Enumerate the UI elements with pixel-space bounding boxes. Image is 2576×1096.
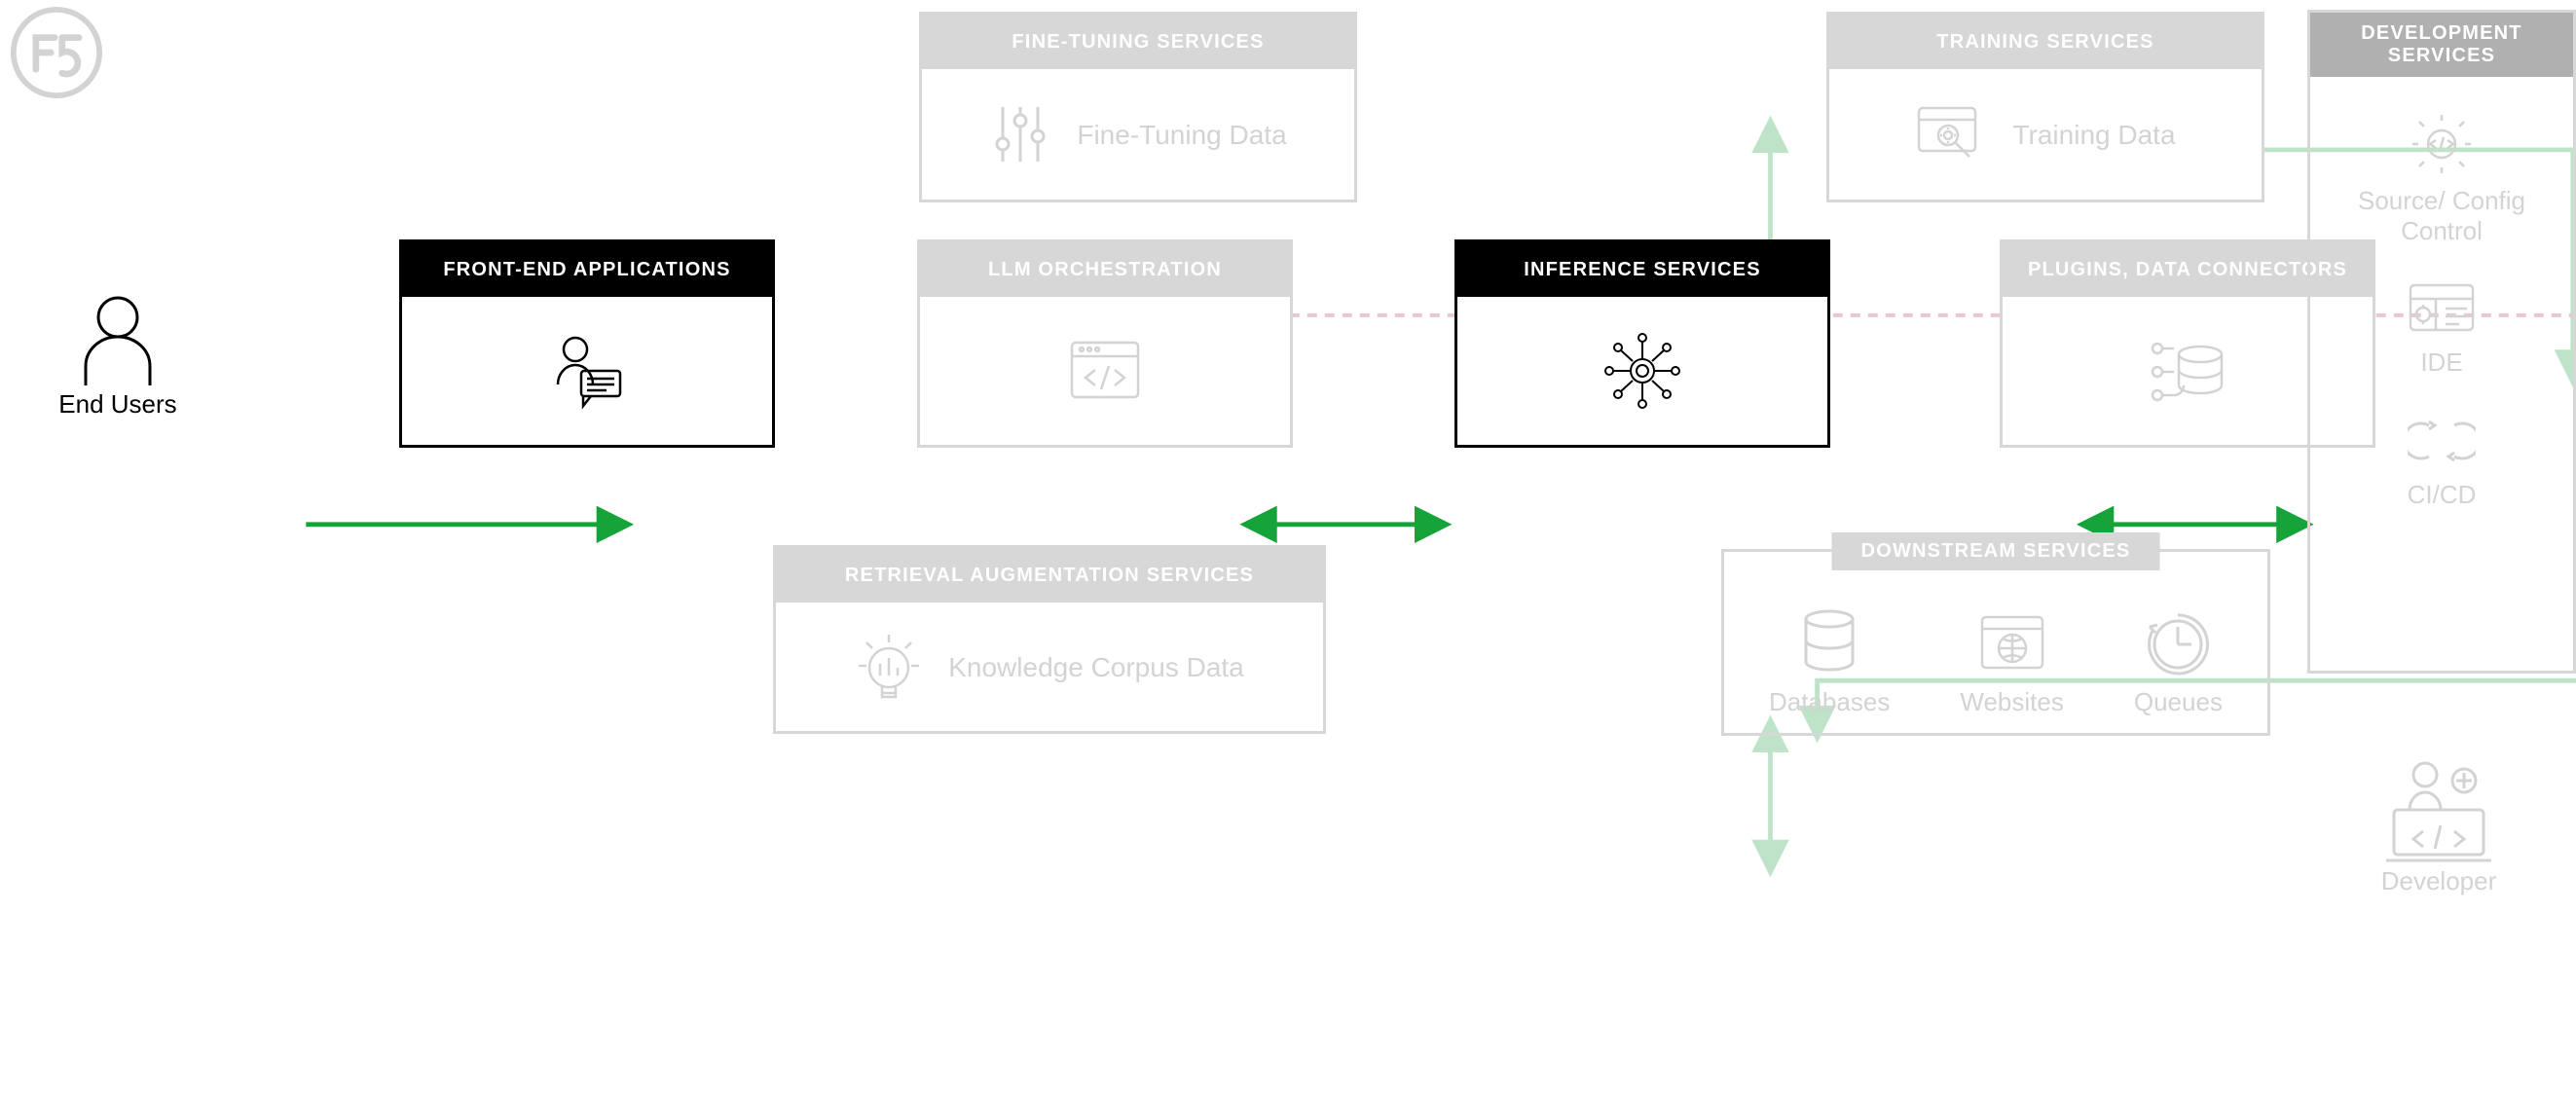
dev-item-1: IDE [2407, 279, 2477, 378]
ide-icon [2407, 279, 2477, 338]
node-training-body: Training Data [1829, 69, 2262, 200]
node-retrieval: RETRIEVAL AUGMENTATION SERVICES Knowledg… [773, 545, 1326, 734]
downstream-item-1: Websites [1960, 611, 2063, 717]
node-finetune: FINE-TUNING SERVICES Fine-Tuning Data [919, 12, 1357, 202]
node-retrieval-body: Knowledge Corpus Data [776, 603, 1323, 731]
knowledge-icon [855, 631, 923, 703]
node-inference-title: INFERENCE SERVICES [1457, 242, 1827, 297]
development-services-title: DEVELOPMENT SERVICES [2310, 13, 2573, 77]
cicd-icon [2408, 412, 2476, 470]
dev-item-2-label: CI/CD [2408, 480, 2477, 510]
node-training-title: TRAINING SERVICES [1829, 15, 2262, 69]
code-window-icon [1068, 337, 1142, 405]
gear-code-icon [2410, 112, 2474, 176]
user-icon [45, 292, 191, 389]
end-users: End Users [45, 292, 191, 420]
downstream-item-0-label: Databases [1769, 687, 1890, 717]
node-frontend-body [402, 297, 772, 445]
downstream-services-box: DOWNSTREAM SERVICES Databases Websites Q… [1721, 549, 2270, 736]
queue-icon [2144, 607, 2212, 676]
dev-item-0-label: Source/ Config Control [2320, 186, 2563, 246]
connectors-icon [2146, 333, 2229, 409]
node-inference-body [1457, 297, 1827, 445]
node-inference: INFERENCE SERVICES [1454, 239, 1830, 448]
sliders-icon [989, 101, 1051, 167]
downstream-item-1-label: Websites [1960, 687, 2063, 717]
node-retrieval-title: RETRIEVAL AUGMENTATION SERVICES [776, 548, 1323, 603]
node-finetune-content-label: Fine-Tuning Data [1077, 118, 1286, 152]
node-finetune-title: FINE-TUNING SERVICES [922, 15, 1354, 69]
developer: Developer [2351, 759, 2526, 896]
node-llm-title: LLM ORCHESTRATION [920, 242, 1290, 297]
node-llm: LLM ORCHESTRATION [917, 239, 1293, 448]
ai-network-icon [1599, 330, 1686, 412]
node-training: TRAINING SERVICES Training Data [1826, 12, 2264, 202]
node-frontend-title: FRONT-END APPLICATIONS [402, 242, 772, 297]
downstream-item-2: Queues [2134, 607, 2223, 717]
node-llm-body [920, 297, 1290, 445]
downstream-item-2-label: Queues [2134, 687, 2223, 717]
node-frontend: FRONT-END APPLICATIONS [399, 239, 775, 448]
dev-item-1-label: IDE [2420, 347, 2462, 378]
dev-item-0: Source/ Config Control [2320, 112, 2563, 246]
developer-icon [2351, 759, 2526, 866]
database-icon [1800, 607, 1858, 676]
downstream-item-0: Databases [1769, 607, 1890, 717]
development-services-box: DEVELOPMENT SERVICES Source/ Config Cont… [2307, 10, 2576, 674]
magnify-data-icon [1915, 102, 1987, 166]
dev-item-2: CI/CD [2408, 412, 2477, 510]
node-training-content-label: Training Data [2012, 118, 2175, 152]
chat-user-icon [548, 332, 626, 410]
developer-label: Developer [2351, 866, 2526, 896]
end-users-label: End Users [45, 389, 191, 420]
f5-logo [10, 6, 103, 99]
downstream-services-title: DOWNSTREAM SERVICES [1832, 532, 2160, 570]
node-retrieval-content-label: Knowledge Corpus Data [948, 650, 1244, 684]
node-finetune-body: Fine-Tuning Data [922, 69, 1354, 200]
globe-window-icon [1978, 611, 2046, 676]
